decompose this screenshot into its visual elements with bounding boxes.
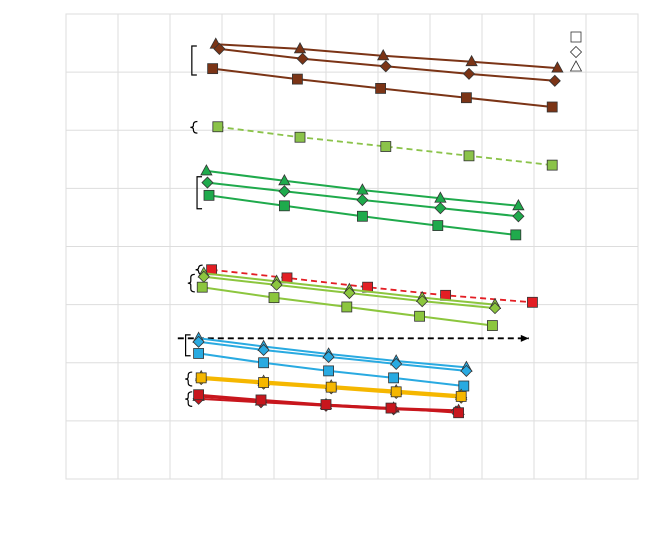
data-point <box>512 210 525 223</box>
data-point <box>278 200 290 212</box>
data-point <box>379 60 392 73</box>
data-point <box>296 52 309 65</box>
legend-marker-diamond <box>569 45 583 59</box>
data-point <box>201 176 214 189</box>
data-point <box>385 402 397 414</box>
data-point <box>294 131 306 143</box>
data-point <box>548 74 561 87</box>
data-point <box>323 365 335 377</box>
legend-marker-triangle <box>569 60 583 72</box>
data-point <box>207 63 219 75</box>
group-brackets <box>185 45 203 407</box>
data-point <box>380 141 392 152</box>
data-point <box>257 343 270 357</box>
data-point <box>278 173 291 186</box>
data-point <box>546 159 558 171</box>
series-dark_red-square <box>193 389 465 419</box>
series-brown-square <box>207 63 558 113</box>
data-point <box>460 364 473 377</box>
group-bracket <box>190 120 198 134</box>
series-green-triangle <box>200 164 525 211</box>
group-bracket <box>191 45 197 76</box>
series-green-square <box>203 189 522 241</box>
data-point <box>258 377 270 388</box>
data-point <box>291 73 303 85</box>
data-point <box>200 164 213 176</box>
data-point <box>455 391 467 402</box>
group-bracket <box>185 391 193 407</box>
data-point <box>458 380 470 392</box>
series-line <box>211 268 533 304</box>
data-point <box>193 348 205 359</box>
series-brown-triangle <box>209 37 564 73</box>
group-bracket <box>196 176 203 210</box>
data-point <box>268 292 280 304</box>
legend-marker-square <box>570 31 582 43</box>
data-point <box>465 54 478 67</box>
data-point <box>416 295 429 308</box>
series-blue-diamond <box>192 335 473 377</box>
data-point <box>320 399 332 411</box>
data-point <box>390 386 402 398</box>
data-point <box>432 220 444 231</box>
data-point <box>322 350 335 364</box>
group-bracket <box>185 371 193 387</box>
data-point <box>462 67 476 80</box>
data-point <box>546 101 558 113</box>
data-point <box>356 193 369 207</box>
data-point <box>212 121 224 133</box>
data-point <box>512 198 525 211</box>
data-point <box>213 42 226 55</box>
series-black-none <box>177 334 529 342</box>
series-light_green-square <box>212 121 558 171</box>
series-line <box>217 125 553 166</box>
series-blue-square <box>193 348 470 392</box>
data-point <box>390 357 403 370</box>
data-point <box>356 210 368 222</box>
data-point <box>278 185 291 198</box>
data-point <box>414 310 426 322</box>
data-point <box>195 372 207 384</box>
legend <box>569 31 583 72</box>
data-point <box>510 229 522 241</box>
data-point <box>341 301 353 313</box>
series-green-diamond <box>201 176 525 223</box>
group-bracket <box>185 334 191 357</box>
data-point <box>193 389 205 401</box>
plot-series <box>177 37 564 419</box>
data-point <box>377 49 390 61</box>
data-point <box>434 202 447 215</box>
data-point <box>270 278 283 291</box>
data-point <box>527 296 538 308</box>
data-point <box>375 83 387 94</box>
data-point <box>463 150 475 162</box>
plot-grid <box>65 13 639 480</box>
data-point <box>343 286 356 300</box>
data-point <box>325 381 337 393</box>
data-point <box>551 61 564 73</box>
arrow-head <box>520 334 529 342</box>
group-bracket <box>195 264 203 275</box>
data-point <box>192 335 205 348</box>
data-point <box>258 357 270 369</box>
data-point <box>203 189 215 201</box>
series-red-square <box>206 264 538 308</box>
data-point <box>293 42 307 54</box>
group-bracket <box>187 273 195 293</box>
series-yellow-square <box>195 372 467 402</box>
data-point <box>488 302 502 315</box>
data-point <box>196 281 208 293</box>
series-lime-square <box>196 281 498 331</box>
data-point <box>486 320 498 331</box>
data-point <box>388 372 400 384</box>
data-point <box>460 92 472 104</box>
series-brown-diamond <box>213 42 561 87</box>
data-point <box>453 407 465 419</box>
series-lime-diamond <box>197 270 502 315</box>
data-point <box>255 394 267 406</box>
